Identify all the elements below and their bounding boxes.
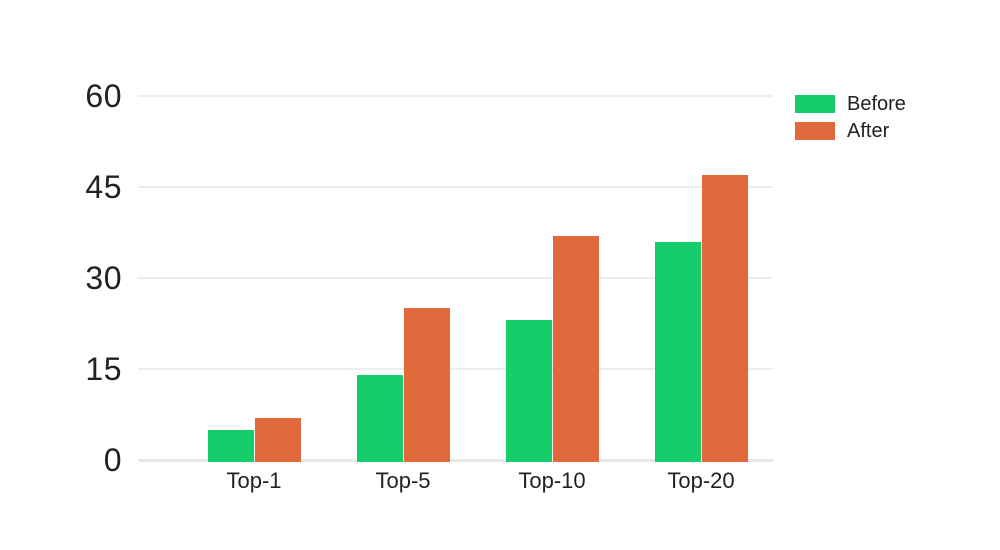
x-tick-label-top-20: Top-20 bbox=[667, 468, 735, 493]
y-tick-label: 45 bbox=[85, 169, 122, 205]
y-tick-label: 0 bbox=[103, 442, 122, 478]
legend-label: After bbox=[847, 120, 890, 142]
bar-before-top-20 bbox=[654, 241, 701, 462]
bar-before-top-5 bbox=[356, 375, 403, 462]
gridline-y-60 bbox=[138, 95, 773, 97]
legend-item-after: After bbox=[795, 120, 906, 142]
y-tick-label: 60 bbox=[85, 78, 122, 114]
bar-after-top-10 bbox=[552, 235, 599, 462]
bar-after-top-1 bbox=[254, 417, 301, 462]
legend-swatch-icon bbox=[795, 122, 835, 140]
bar-after-top-5 bbox=[403, 308, 450, 462]
y-tick-label: 15 bbox=[85, 351, 122, 387]
bar-after-top-20 bbox=[701, 174, 748, 462]
legend-label: Before bbox=[847, 93, 906, 115]
x-tick-label-top-5: Top-5 bbox=[375, 468, 431, 493]
legend-item-before: Before bbox=[795, 93, 906, 115]
x-tick-label-top-1: Top-1 bbox=[226, 468, 282, 493]
bar-before-top-10 bbox=[505, 320, 552, 462]
gridline-y-30 bbox=[138, 277, 773, 279]
gridline-y-0 bbox=[138, 459, 773, 462]
y-tick-label: 30 bbox=[85, 260, 122, 296]
x-tick-label-top-10: Top-10 bbox=[518, 468, 586, 493]
bar-before-top-1 bbox=[207, 429, 254, 462]
gridline-y-15 bbox=[138, 368, 773, 370]
gridline-y-45 bbox=[138, 186, 773, 188]
legend-swatch-icon bbox=[795, 95, 835, 113]
legend: Before After bbox=[795, 93, 906, 142]
